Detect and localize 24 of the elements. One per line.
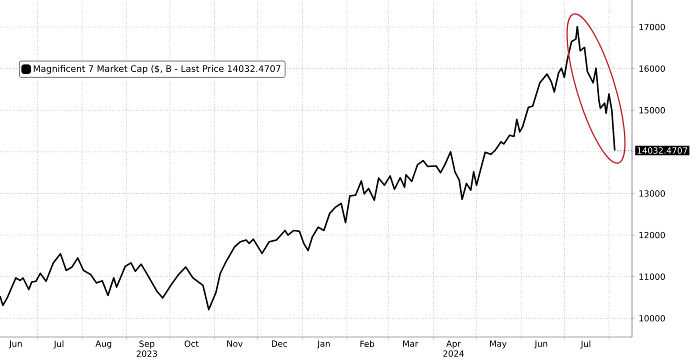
x-tick-label: Mar bbox=[403, 340, 418, 347]
y-tick-label: 11000 bbox=[639, 273, 665, 280]
annotation: 14032.4707 bbox=[638, 147, 688, 154]
x-tick-label: Sep 2023 bbox=[136, 340, 157, 357]
x-tick-label: Feb bbox=[360, 340, 374, 348]
x-tick-label: Jan bbox=[316, 340, 330, 348]
x-tick-label: Jun bbox=[534, 340, 548, 348]
y-tick-label: 16000 bbox=[639, 65, 665, 72]
x-tick-label: May bbox=[490, 340, 507, 348]
x-tick-label: Jul bbox=[580, 340, 590, 349]
x-tick-label: Jun bbox=[8, 340, 22, 348]
x-tick-label: Aug bbox=[95, 340, 112, 348]
legend-label: Magnificent 7 Market Cap ($, B - Last Price 14032.4707 bbox=[34, 65, 280, 74]
x-tick-label: Dec bbox=[272, 340, 287, 347]
y-tick-label: 15000 bbox=[639, 107, 665, 114]
line-series bbox=[0, 26, 616, 310]
y-tick-label: 10000 bbox=[639, 315, 665, 322]
x-tick-label: Apr 2024 bbox=[443, 340, 464, 357]
x-tick-label: Nov bbox=[227, 340, 243, 347]
y-tick-label: 12000 bbox=[639, 232, 665, 238]
x-tick-label: Oct bbox=[184, 340, 199, 347]
y-tick-label: 17000 bbox=[639, 24, 665, 30]
y-tick-label: 13000 bbox=[639, 190, 665, 197]
x-tick-label: Jul bbox=[53, 340, 64, 349]
